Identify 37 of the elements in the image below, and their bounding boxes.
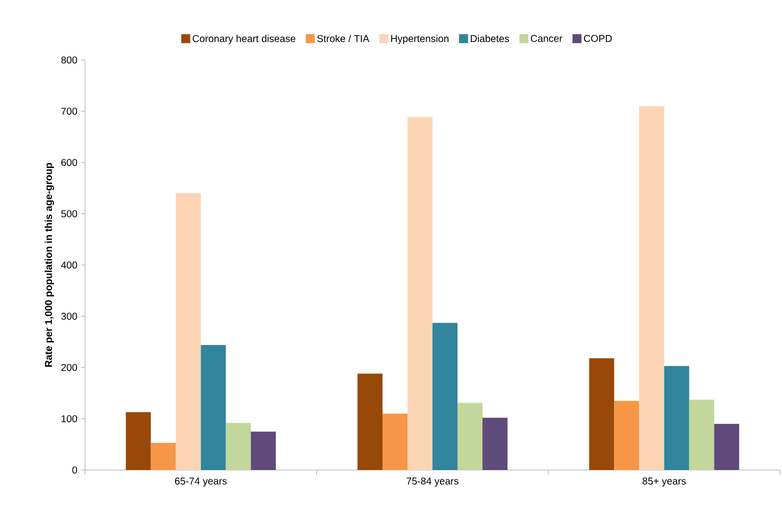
bar <box>458 402 483 470</box>
legend-label: Diabetes <box>470 34 510 42</box>
legend-label: Stroke / TIA <box>317 34 370 42</box>
bar <box>126 412 151 470</box>
y-tick-label: 100 <box>62 415 78 422</box>
bar <box>226 422 251 470</box>
bar <box>382 414 408 470</box>
bar <box>176 193 201 470</box>
y-axis-title: Rate per 1,000 population in this age-group <box>44 162 54 367</box>
legend-label: COPD <box>584 34 612 42</box>
y-tick-label: 700 <box>61 108 78 115</box>
bar <box>482 418 508 470</box>
bar <box>689 400 714 470</box>
bar <box>639 106 664 470</box>
bar <box>150 442 176 470</box>
x-tick-label: 75-84 years <box>406 478 458 487</box>
y-tick-label: 300 <box>61 312 78 320</box>
bar <box>408 116 433 470</box>
bar <box>714 424 740 470</box>
x-tick-label: 85+ years <box>642 478 686 487</box>
legend-label: Cancer <box>530 34 562 42</box>
bar <box>432 322 458 470</box>
bar <box>250 432 276 470</box>
y-tick-label: 400 <box>61 261 78 269</box>
bar <box>358 374 383 470</box>
y-tick-label: 500 <box>61 210 78 218</box>
bar <box>589 358 614 470</box>
y-tick-label: 0 <box>72 466 78 474</box>
legend-label: Coronary heart disease <box>192 34 296 44</box>
y-tick-label: 600 <box>61 158 78 166</box>
y-tick-label: 800 <box>61 56 78 64</box>
bar <box>200 344 226 470</box>
bar <box>664 366 690 470</box>
legend-label: Hypertension <box>391 34 448 44</box>
x-tick-label: 65-74 years <box>175 478 227 487</box>
y-tick-label: 200 <box>61 364 78 372</box>
bar <box>614 400 640 470</box>
